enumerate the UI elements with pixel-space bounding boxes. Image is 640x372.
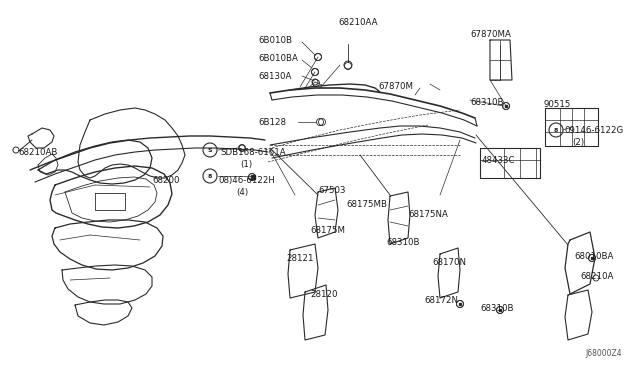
Text: (4): (4) xyxy=(236,188,248,197)
Text: 28120: 28120 xyxy=(310,290,337,299)
Text: 67503: 67503 xyxy=(318,186,346,195)
Text: 08)46-6122H: 08)46-6122H xyxy=(218,176,275,185)
Text: 6B010B: 6B010B xyxy=(258,36,292,45)
Text: 8: 8 xyxy=(554,128,558,132)
Text: 68310B: 68310B xyxy=(480,304,513,313)
Text: 68310B: 68310B xyxy=(470,98,504,107)
Text: 68210A: 68210A xyxy=(580,272,613,281)
Text: 68175NA: 68175NA xyxy=(408,210,448,219)
Text: 6B010BA: 6B010BA xyxy=(258,54,298,63)
Text: 68210AB: 68210AB xyxy=(18,148,58,157)
Text: 68170N: 68170N xyxy=(432,258,466,267)
Text: 48433C: 48433C xyxy=(482,156,515,165)
Text: (1): (1) xyxy=(240,160,252,169)
Text: 09146-6122G: 09146-6122G xyxy=(564,126,623,135)
Text: 67870M: 67870M xyxy=(378,82,413,91)
Text: 68010BA: 68010BA xyxy=(574,252,613,261)
Text: S: S xyxy=(208,148,212,153)
Text: 90515: 90515 xyxy=(544,100,572,109)
Text: SDB168-6161A: SDB168-6161A xyxy=(220,148,285,157)
Text: J68000Z4: J68000Z4 xyxy=(586,349,622,358)
Text: 68210AA: 68210AA xyxy=(338,18,378,27)
Text: 68310B: 68310B xyxy=(386,238,419,247)
Text: 68175M: 68175M xyxy=(310,226,345,235)
Text: 68172N: 68172N xyxy=(424,296,458,305)
Text: 8: 8 xyxy=(208,173,212,179)
Text: 6B128: 6B128 xyxy=(258,118,286,127)
Text: 67870MA: 67870MA xyxy=(470,30,511,39)
Text: 68175MB: 68175MB xyxy=(346,200,387,209)
Text: (2): (2) xyxy=(572,138,584,147)
Text: 68200: 68200 xyxy=(152,176,179,185)
Text: 28121: 28121 xyxy=(286,254,314,263)
Text: 68130A: 68130A xyxy=(258,72,291,81)
